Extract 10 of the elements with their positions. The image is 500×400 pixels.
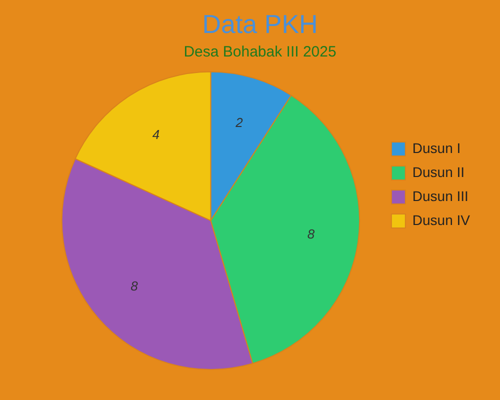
data-label: 4 <box>152 127 160 142</box>
legend-label: Dusun III <box>412 188 468 204</box>
legend-label: Dusun I <box>412 140 461 156</box>
data-label: 2 <box>234 115 244 130</box>
data-label: 8 <box>307 226 316 242</box>
legend-label: Dusun IV <box>412 212 471 228</box>
data-label: 8 <box>130 278 139 294</box>
chart-subtitle: Desa Bohabak III 2025 <box>184 43 336 60</box>
chart-title: Data PKH <box>202 8 318 39</box>
legend-label: Dusun II <box>412 164 465 180</box>
